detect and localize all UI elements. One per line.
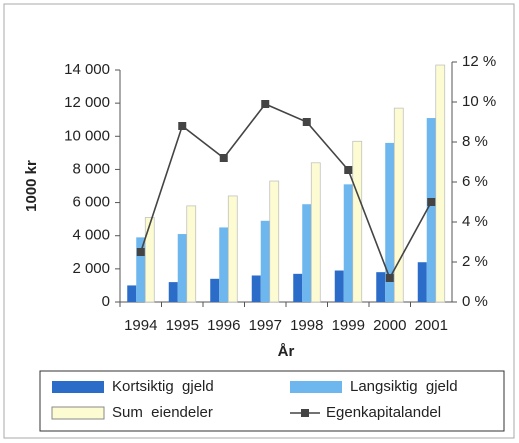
- x-axis-title: År: [278, 343, 295, 360]
- x-tick-label: 2001: [415, 317, 448, 334]
- x-tick-label: 1996: [207, 317, 240, 334]
- bar: [144, 217, 155, 303]
- bar: [435, 64, 446, 303]
- y-tick-label: 4 000: [72, 227, 110, 244]
- bar: [310, 162, 321, 303]
- bar: [177, 234, 187, 302]
- y-tick-label: 14 000: [64, 61, 110, 78]
- line-marker: [136, 248, 145, 256]
- y2-tick-label: 4 %: [462, 213, 488, 230]
- legend-label: Egenkapitalandel: [326, 404, 441, 421]
- bar: [269, 180, 280, 303]
- bar: [219, 227, 229, 302]
- y-tick-label: 8 000: [72, 160, 110, 177]
- bar: [417, 262, 427, 302]
- x-tick-label: 1998: [290, 317, 323, 334]
- y2-tick-label: 10 %: [462, 93, 496, 110]
- y-tick-label: 0: [102, 293, 110, 310]
- x-tick-label: 1995: [166, 317, 199, 334]
- line-marker: [178, 122, 187, 130]
- y2-tick-label: 12 %: [462, 53, 496, 70]
- line-marker: [344, 166, 353, 174]
- bar: [334, 270, 344, 302]
- bar: [136, 237, 146, 302]
- y-axis-title: 1000 kr: [23, 160, 40, 212]
- y-tick-label: 10 000: [64, 127, 110, 144]
- bar: [352, 140, 363, 303]
- legend-label: Langsiktig gjeld: [350, 378, 458, 395]
- bar: [186, 205, 197, 303]
- y2-tick-label: 0 %: [462, 293, 488, 310]
- x-tick-label: 1997: [249, 317, 282, 334]
- x-tick-label: 1994: [124, 317, 157, 334]
- legend-label: Kortsiktig gjeld: [112, 378, 214, 395]
- y2-tick-label: 8 %: [462, 133, 488, 150]
- bar: [251, 275, 261, 302]
- line: [139, 103, 432, 280]
- bar: [343, 184, 353, 302]
- y-tick-label: 6 000: [72, 194, 110, 211]
- bar: [393, 107, 404, 303]
- line-marker: [385, 274, 394, 282]
- bar: [302, 204, 312, 302]
- line-marker: [261, 100, 270, 108]
- legend-swatch: [51, 406, 105, 420]
- bar: [293, 273, 303, 302]
- bar: [210, 278, 220, 302]
- bar: [376, 272, 386, 302]
- line-marker: [219, 154, 228, 162]
- legend-box: [39, 370, 505, 432]
- bar: [127, 285, 137, 302]
- y2-tick-label: 2 %: [462, 253, 488, 270]
- line-marker: [302, 118, 311, 126]
- bar: [385, 142, 395, 302]
- legend-swatch: [52, 381, 104, 393]
- legend-label: Sum eiendeler: [112, 404, 213, 421]
- bar: [227, 195, 238, 303]
- legend-swatch: [290, 381, 342, 393]
- line-marker: [427, 198, 436, 206]
- x-tick-label: 2000: [373, 317, 406, 334]
- legend-marker: [301, 409, 309, 417]
- x-tick-label: 1999: [332, 317, 365, 334]
- bar: [426, 118, 436, 302]
- bar: [168, 282, 178, 302]
- bar: [260, 220, 270, 302]
- y-tick-label: 12 000: [64, 94, 110, 111]
- y2-tick-label: 6 %: [462, 173, 488, 190]
- y-tick-label: 2 000: [72, 260, 110, 277]
